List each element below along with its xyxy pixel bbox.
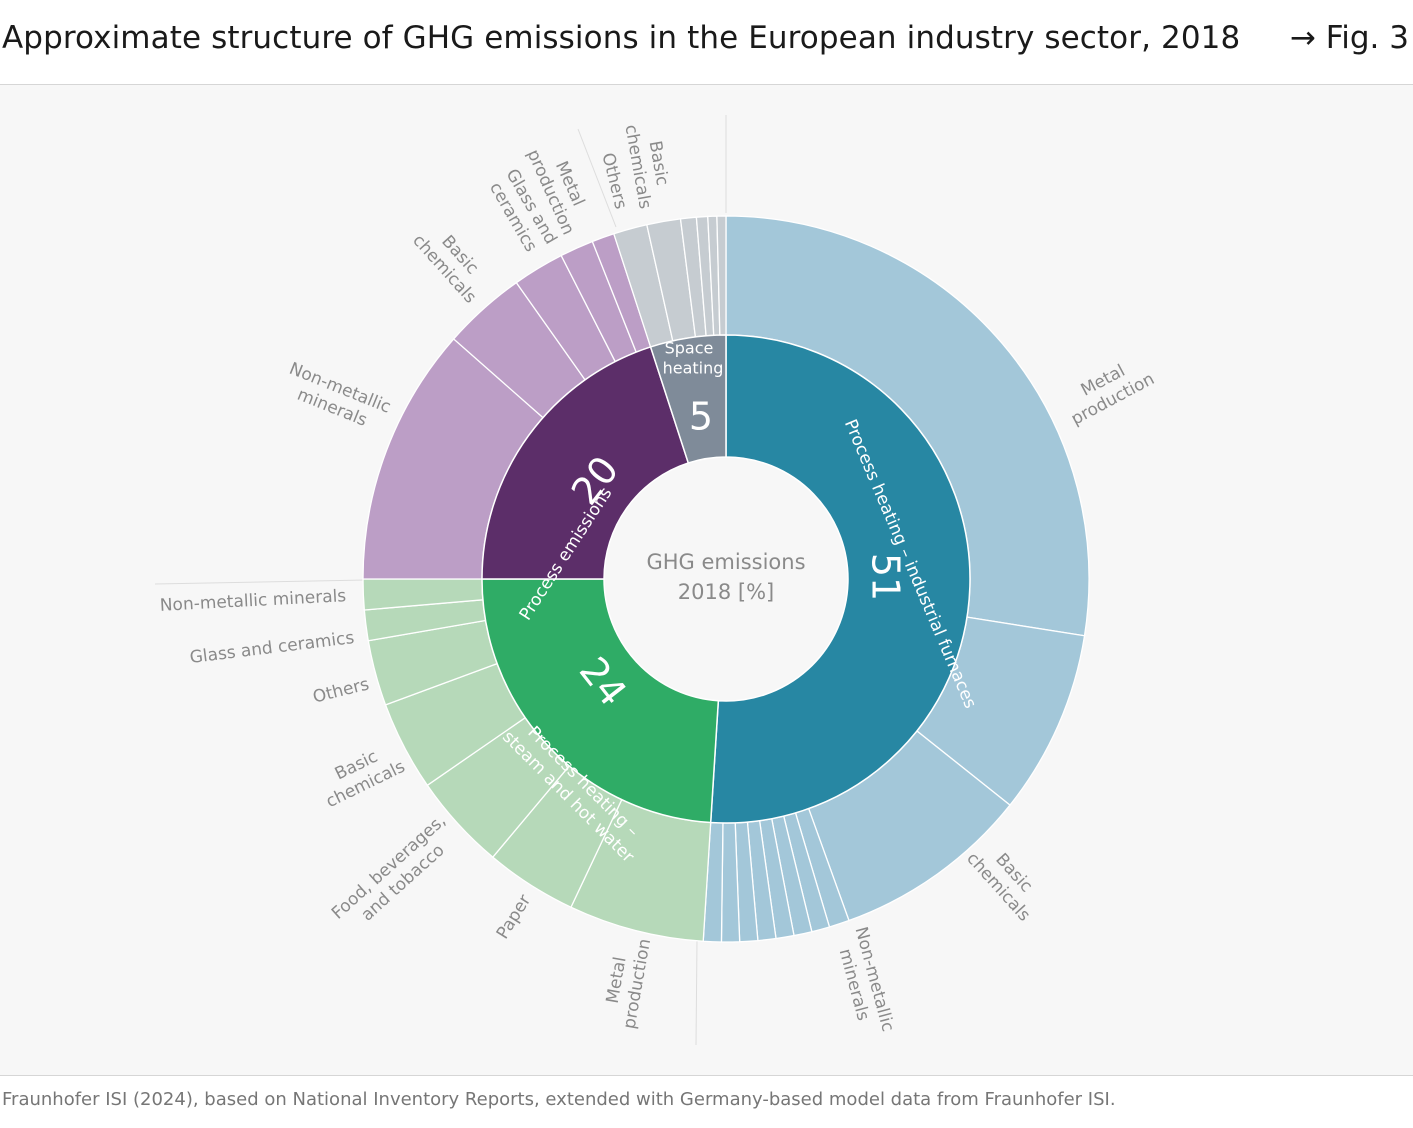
inner-segment-space-heating [649, 334, 727, 464]
outer-label-line: Others [311, 674, 371, 707]
inner-value-space-heating: 5 [689, 395, 713, 439]
source-note: Fraunhofer ISI (2024), based on National… [2, 1089, 1116, 1110]
outer-label-steam-hot-water-paper: Paper [493, 891, 535, 942]
outer-label-steam-hot-water-glass-and-ceramics: Glass and ceramics [189, 628, 356, 668]
outer-label-line: Glass and ceramics [189, 628, 356, 668]
outer-ring [362, 215, 1090, 943]
outer-label-space-heating-others: Others [597, 151, 630, 211]
figure-header: Approximate structure of GHG emissions i… [0, 0, 1413, 85]
leader-line [695, 939, 698, 1046]
inner-label-space-heating-line1: Space [665, 339, 714, 358]
inner-segment-process-emissions [481, 345, 690, 580]
inner-segment-process-heating-steam-and-hot-water [481, 578, 720, 824]
outer-label-line: Paper [493, 891, 535, 942]
leader-line [154, 579, 367, 585]
outer-label-steam-hot-water-non-metallic-minerals: Non-metallic minerals [159, 586, 346, 616]
leader-line [577, 128, 617, 228]
center-label-line: GHG emissions [646, 550, 805, 574]
inner-label-space-heating-line2: heating [663, 359, 724, 378]
outer-label-line: Non-metallic minerals [159, 586, 346, 616]
chart-panel: GHG emissions 2018 [%] 51 24 20 5 Process heat… [0, 85, 1413, 1076]
outer-label-line: Others [597, 151, 630, 211]
outer-label-steam-hot-water-others: Others [311, 674, 371, 707]
chart-title: Approximate structure of GHG emissions i… [2, 20, 1241, 56]
center-label-line: 2018 [%] [678, 580, 774, 604]
inner-value-process-heating-industrial-furnaces: 51 [864, 553, 908, 601]
inner-segment-process-heating-industrial-furnaces [709, 334, 971, 824]
outer-label-steam-hot-water-food-beverages-and-tobacco: Food, beverages,and tobacco [328, 811, 450, 925]
figure-reference: → Fig. 3 [1289, 20, 1409, 56]
inner-ring [481, 334, 971, 824]
